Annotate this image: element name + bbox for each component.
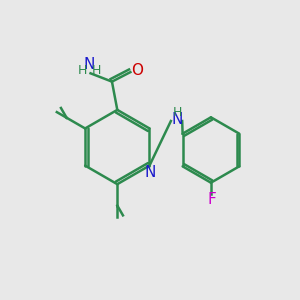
Text: F: F (207, 192, 216, 207)
Text: N: N (145, 165, 156, 180)
Text: H: H (173, 106, 182, 119)
Text: H: H (92, 64, 101, 77)
Text: O: O (131, 63, 143, 78)
Text: H: H (77, 64, 87, 77)
Text: N: N (83, 58, 95, 73)
Text: N: N (172, 112, 183, 127)
